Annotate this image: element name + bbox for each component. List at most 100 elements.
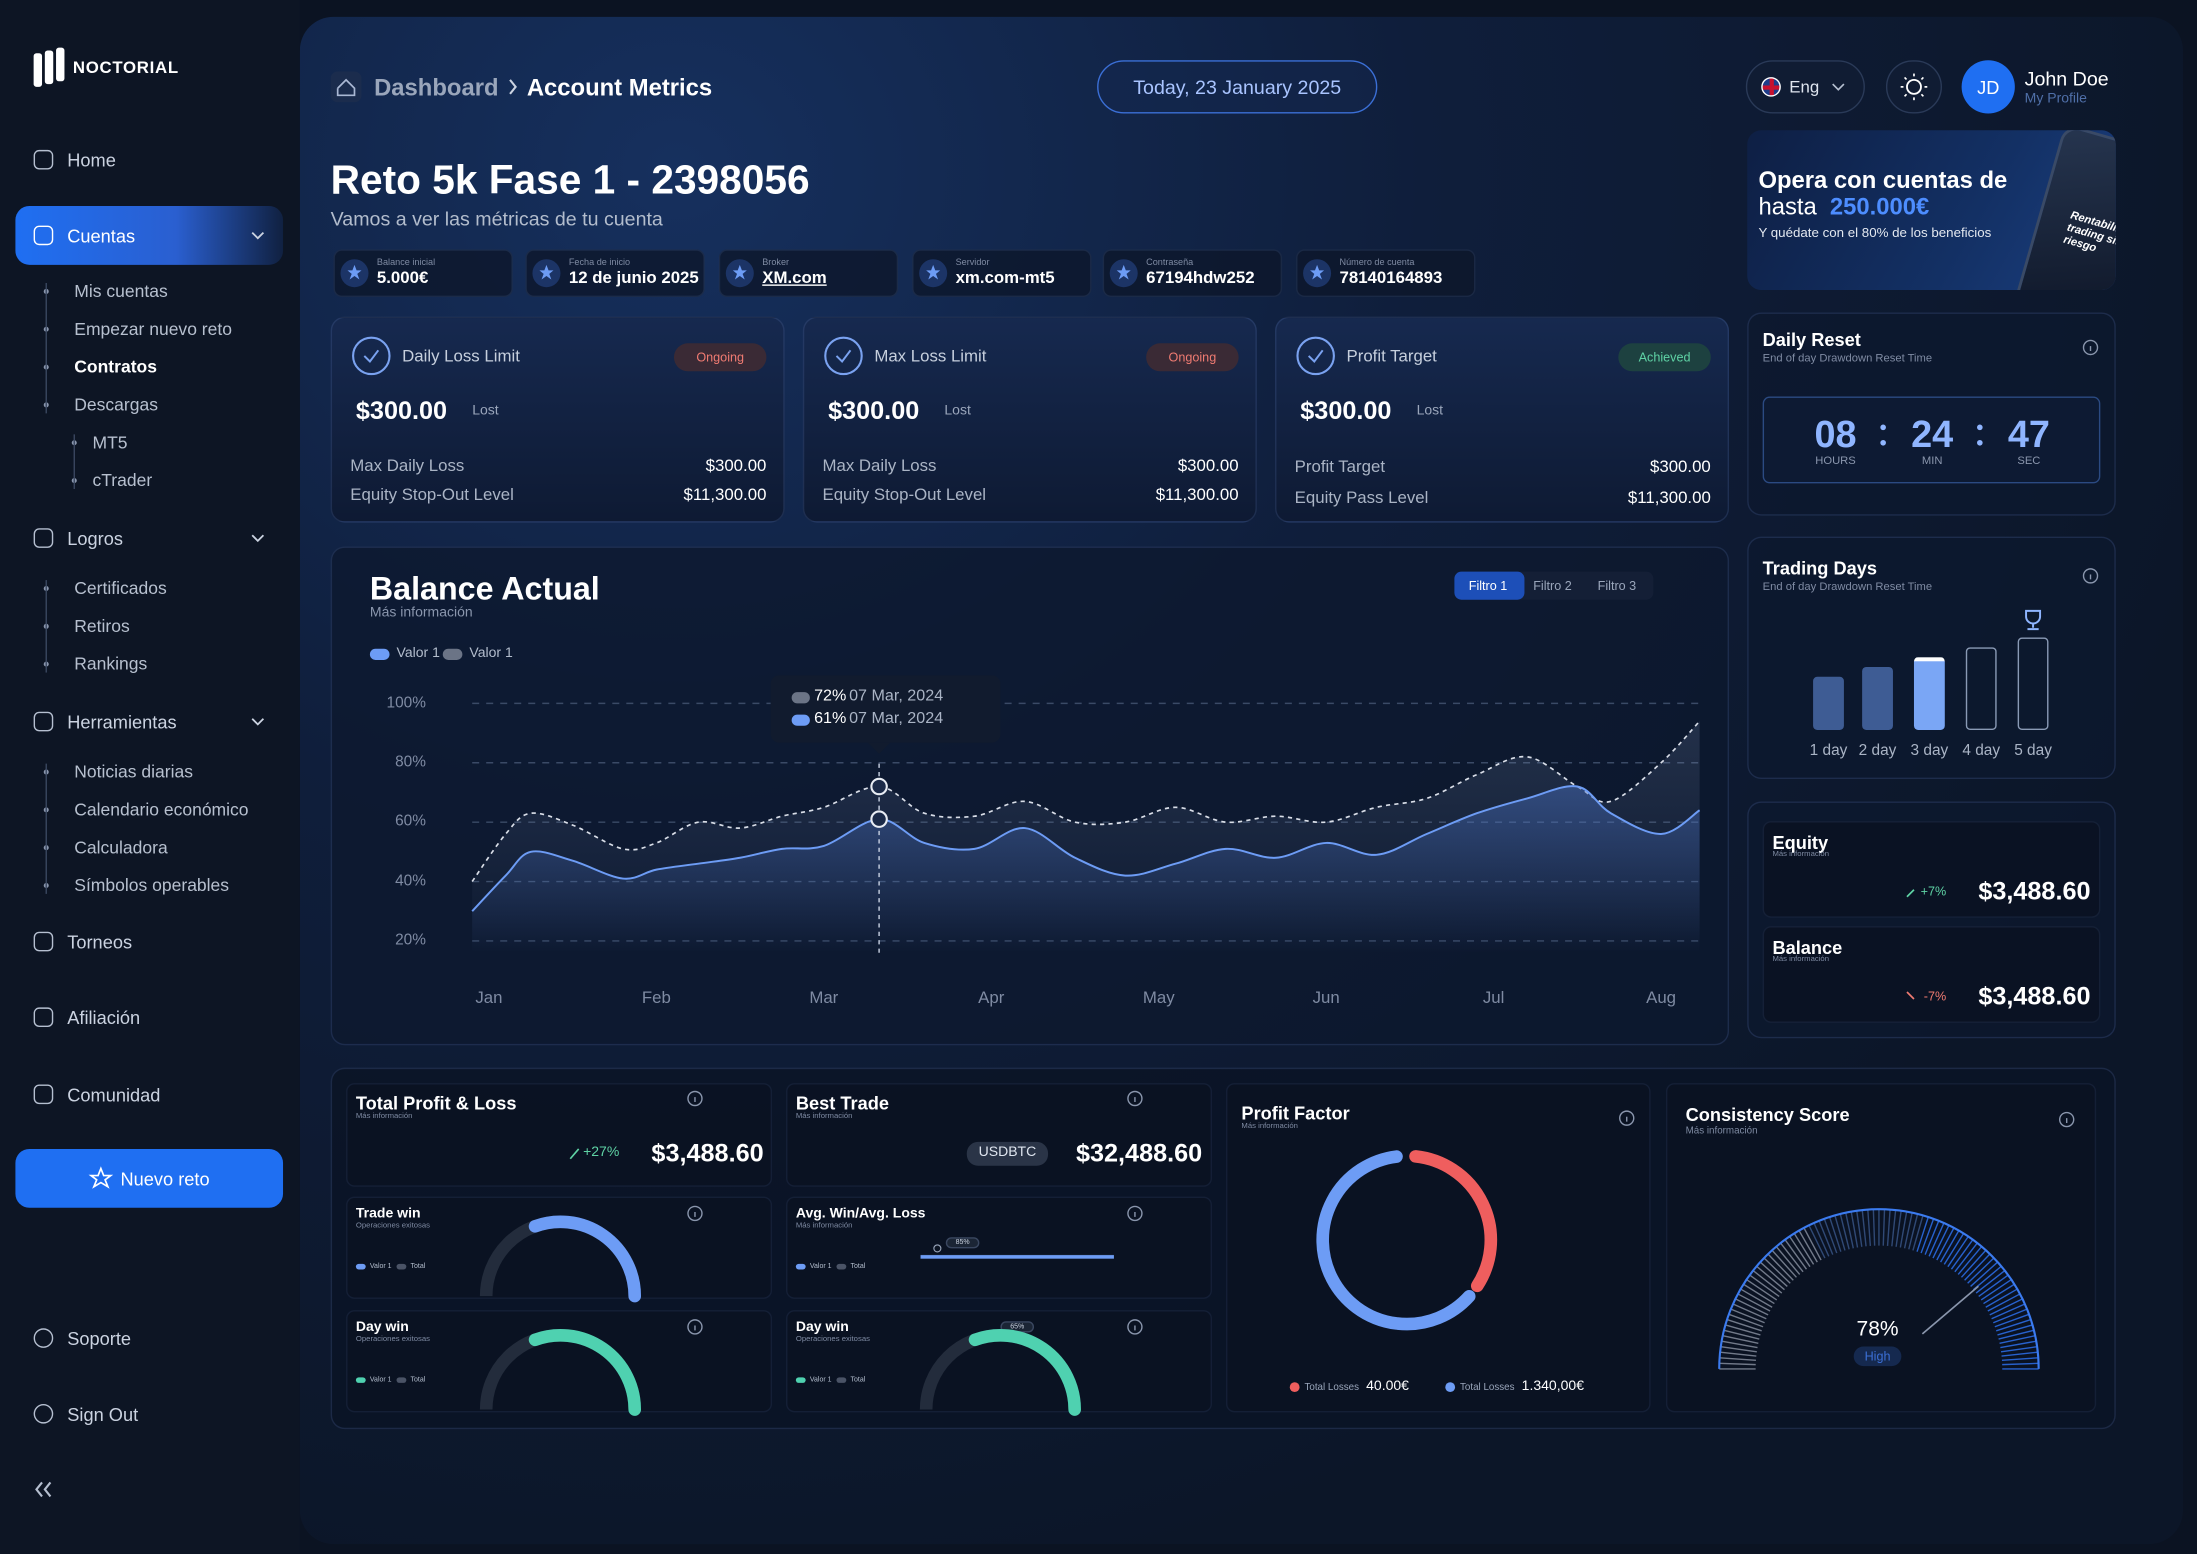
nav-item[interactable]: Herramientas [67, 711, 177, 733]
nav-item[interactable]: Torneos [67, 931, 133, 953]
limit-row-value: $11,300.00 [683, 484, 767, 505]
card-subtitle: Más información [1772, 850, 1830, 860]
filter[interactable]: Filtro 1 [1468, 577, 1508, 592]
gauge-level: High [1864, 1348, 1891, 1363]
nav-subitem[interactable]: Retiros [74, 616, 130, 636]
card-subtitle: Más información [795, 1112, 853, 1122]
equity-change: +7% [1920, 883, 1947, 898]
avatar[interactable] [1961, 60, 2015, 114]
profile-link[interactable]: My Profile [2024, 91, 2087, 107]
filter[interactable]: Filtro 3 [1597, 577, 1637, 592]
x-tick-label: Apr [978, 987, 1005, 1008]
metric-value: $32,488.60 [1075, 1139, 1203, 1168]
nav-subitem[interactable]: Contratos [74, 356, 157, 377]
day-label: 2 day [1858, 741, 1897, 759]
nav-subitem[interactable]: Calendario económico [74, 799, 249, 820]
nav-subitem[interactable]: Mis cuentas [74, 281, 168, 301]
detail-label: Balance inicial [376, 257, 436, 268]
detail-label: Fecha de inicio [568, 257, 631, 268]
nav-subitem[interactable]: cTrader [92, 470, 153, 491]
equity-item [1762, 926, 2101, 1023]
nav-icon [33, 149, 54, 170]
user-name: John Doe [2024, 67, 2109, 90]
nav-subitem[interactable]: Noticias diarias [74, 761, 194, 782]
timer [1762, 396, 2101, 484]
nav-subitem[interactable]: Rankings [74, 653, 148, 674]
brand: NOCTORIAL [72, 57, 179, 78]
nav-icon [33, 1007, 54, 1028]
cta-button[interactable] [15, 1148, 284, 1208]
tooltip-date: 07 Mar, 2024 [849, 710, 944, 728]
nav-item[interactable]: Comunidad [67, 1083, 161, 1105]
x-tick-label: May [1142, 987, 1175, 1008]
phone-mockup: Rentabiliza trading sin riesgo [2008, 130, 2116, 291]
nav-active[interactable] [15, 205, 284, 265]
card-title: Day win [355, 1319, 409, 1336]
timer-value: 08 [1814, 412, 1857, 455]
x-tick-label: Jan [475, 987, 503, 1008]
legend-label: Valor 1 [396, 645, 440, 662]
tooltip [770, 675, 1001, 743]
timer-unit: MIN [1921, 453, 1943, 467]
card-subtitle: Más información [1685, 1125, 1758, 1136]
nav-subitem[interactable]: MT5 [92, 432, 128, 453]
card-subtitle: Operaciones exitosas [355, 1335, 430, 1345]
x-tick-label: Jul [1482, 987, 1505, 1008]
nav-subitem[interactable]: Símbolos operables [74, 875, 230, 895]
card-title: Balance [1772, 936, 1843, 958]
promo-banner[interactable]: Rentabiliza trading sin riesgo [1747, 130, 2116, 291]
limit-row-value: $11,300.00 [1155, 484, 1239, 505]
filter[interactable]: Filtro 2 [1533, 577, 1572, 592]
nav-subitem[interactable]: Empezar nuevo reto [74, 319, 232, 339]
chart-subtitle: Más información [369, 605, 473, 621]
nav-subitem[interactable]: Calculadora [74, 837, 168, 858]
detail-icon [725, 259, 754, 288]
theme-toggle[interactable] [1885, 60, 1942, 114]
nav-item[interactable]: Sign Out [67, 1403, 139, 1425]
logo-bar [56, 47, 65, 82]
nav-subitem[interactable]: Certificados [74, 578, 167, 598]
status-pill [673, 343, 767, 372]
card-title: Best Trade [795, 1092, 890, 1114]
detail-icon [340, 259, 369, 288]
limit-note: Lost [472, 403, 499, 419]
symbol-pill [966, 1141, 1049, 1166]
y-tick-label: 60% [395, 813, 426, 830]
chart-title: Balance Actual [369, 569, 600, 606]
limit-row-label: Equity Stop-Out Level [350, 484, 514, 505]
timer-unit: HOURS [1815, 453, 1856, 467]
day-bar [1913, 657, 1945, 730]
detail-value: xm.com-mt5 [955, 267, 1055, 288]
nav-icon [33, 1084, 54, 1105]
y-tick-label: 40% [395, 872, 426, 890]
equity-change: -7% [1923, 988, 1947, 1003]
cta-label[interactable]: Nuevo reto [120, 1167, 210, 1189]
filter-active[interactable] [1454, 571, 1525, 600]
breadcrumb-current: Account Metrics [526, 73, 713, 101]
nav-item[interactable]: Logros [67, 527, 123, 549]
card-subtitle: End of day Drawdown Reset Time [1762, 580, 1933, 593]
logo-bar [33, 53, 43, 87]
language: Eng [1789, 77, 1820, 97]
card-title: Equity [1772, 831, 1829, 853]
day-label: 4 day [1962, 741, 2001, 759]
nav-item[interactable]: Soporte [67, 1327, 132, 1349]
legend-value: 1.340,00€ [1521, 1378, 1585, 1395]
card-title: Total Profit & Loss [355, 1092, 517, 1114]
legend-label: Total [410, 1375, 426, 1384]
nav-item[interactable]: Cuentas [67, 224, 136, 246]
status: Achieved [1638, 349, 1691, 364]
nav-subitem[interactable]: Descargas [74, 394, 158, 415]
breadcrumb[interactable]: Dashboard [374, 73, 499, 101]
nav-item[interactable]: Afiliación [67, 1006, 141, 1028]
detail-value: XM.com [762, 267, 827, 288]
detail-label: Broker [762, 257, 790, 268]
date: Today, 23 January 2025 [1133, 75, 1342, 99]
detail-value: 78140164893 [1339, 267, 1443, 288]
day-label: 3 day [1910, 741, 1949, 759]
card-subtitle: Más información [1241, 1122, 1298, 1132]
nav-item[interactable]: Home [67, 149, 116, 171]
home-button[interactable] [330, 71, 362, 103]
tooltip-date: 07 Mar, 2024 [849, 688, 944, 706]
